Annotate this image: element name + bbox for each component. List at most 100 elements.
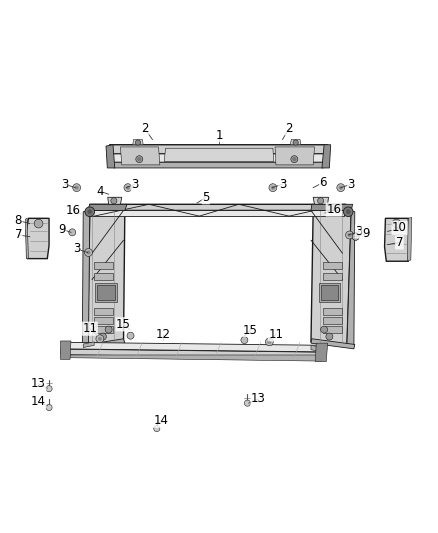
Circle shape	[46, 405, 52, 410]
Circle shape	[352, 233, 359, 240]
Circle shape	[87, 251, 90, 254]
Text: 13: 13	[251, 392, 266, 405]
Text: 12: 12	[155, 328, 170, 341]
Circle shape	[326, 333, 333, 340]
Polygon shape	[311, 345, 323, 352]
Circle shape	[127, 332, 134, 339]
Circle shape	[111, 198, 117, 204]
Circle shape	[136, 156, 143, 163]
Polygon shape	[290, 140, 301, 145]
Circle shape	[392, 219, 401, 228]
Circle shape	[339, 186, 343, 189]
Text: 15: 15	[116, 318, 131, 331]
Text: 7: 7	[396, 236, 403, 249]
Text: 9: 9	[362, 227, 370, 240]
Bar	[94, 262, 113, 269]
Circle shape	[88, 209, 92, 214]
Polygon shape	[311, 339, 355, 349]
Circle shape	[69, 229, 76, 236]
Text: 13: 13	[31, 377, 46, 390]
Circle shape	[321, 326, 328, 333]
Circle shape	[346, 209, 350, 214]
Text: 3: 3	[73, 243, 80, 255]
Polygon shape	[112, 162, 325, 168]
Circle shape	[293, 157, 296, 161]
Text: 5: 5	[202, 191, 209, 204]
Circle shape	[268, 340, 271, 344]
Circle shape	[124, 184, 132, 191]
Circle shape	[34, 219, 43, 228]
Text: 9: 9	[58, 223, 66, 236]
Circle shape	[318, 198, 324, 204]
Polygon shape	[26, 219, 49, 259]
Circle shape	[269, 184, 277, 191]
Circle shape	[98, 337, 102, 341]
Circle shape	[46, 386, 52, 392]
Circle shape	[244, 400, 251, 406]
Text: 7: 7	[14, 229, 22, 241]
Circle shape	[348, 233, 351, 237]
Polygon shape	[347, 211, 355, 346]
Circle shape	[138, 157, 141, 161]
Text: 10: 10	[392, 221, 407, 235]
Circle shape	[337, 184, 345, 191]
Text: 11: 11	[82, 322, 97, 335]
Text: 16: 16	[66, 204, 81, 217]
Circle shape	[105, 326, 112, 333]
Circle shape	[241, 336, 248, 344]
Polygon shape	[83, 342, 94, 348]
Bar	[323, 308, 342, 314]
Circle shape	[85, 207, 95, 216]
Polygon shape	[61, 342, 326, 352]
Polygon shape	[385, 219, 410, 261]
Bar	[323, 273, 342, 280]
Bar	[323, 262, 342, 269]
Polygon shape	[25, 219, 28, 259]
Circle shape	[154, 425, 160, 432]
Text: 3: 3	[356, 225, 363, 238]
Bar	[94, 326, 113, 333]
Polygon shape	[110, 145, 328, 154]
Bar	[94, 308, 113, 314]
Text: 11: 11	[268, 328, 283, 341]
Text: 2: 2	[285, 122, 293, 135]
Bar	[323, 317, 342, 324]
Polygon shape	[60, 341, 71, 359]
Bar	[95, 283, 117, 302]
Circle shape	[75, 186, 78, 189]
Polygon shape	[311, 211, 351, 346]
Text: 4: 4	[96, 184, 104, 198]
Polygon shape	[61, 349, 324, 359]
Polygon shape	[311, 204, 353, 211]
Circle shape	[346, 231, 353, 239]
Circle shape	[96, 335, 104, 343]
Polygon shape	[133, 140, 143, 145]
Circle shape	[99, 333, 106, 340]
Polygon shape	[88, 211, 125, 346]
Polygon shape	[90, 204, 346, 211]
Circle shape	[291, 156, 298, 163]
Circle shape	[352, 233, 359, 240]
Circle shape	[126, 186, 130, 189]
Polygon shape	[88, 204, 127, 211]
Polygon shape	[112, 154, 325, 162]
Bar	[319, 283, 340, 302]
Circle shape	[73, 184, 81, 191]
Polygon shape	[275, 147, 314, 165]
Bar	[97, 285, 115, 300]
Circle shape	[265, 338, 273, 346]
Circle shape	[293, 140, 298, 145]
Polygon shape	[106, 145, 115, 168]
Polygon shape	[82, 339, 125, 349]
Polygon shape	[91, 211, 344, 216]
Bar	[94, 273, 113, 280]
Polygon shape	[108, 197, 122, 204]
Polygon shape	[407, 217, 412, 261]
Bar	[321, 285, 338, 300]
Text: 16: 16	[326, 203, 341, 216]
Polygon shape	[313, 197, 328, 204]
Text: 3: 3	[348, 177, 355, 191]
Polygon shape	[164, 148, 274, 161]
Polygon shape	[82, 211, 90, 346]
Text: 1: 1	[215, 128, 223, 142]
